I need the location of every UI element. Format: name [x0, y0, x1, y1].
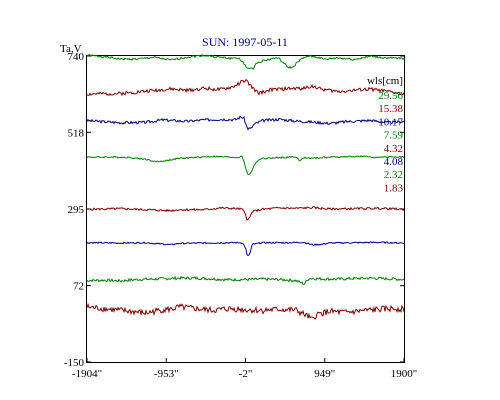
series-line [86, 155, 405, 176]
legend-title: wls[cm] [367, 75, 403, 87]
x-tick-label: 949" [314, 368, 335, 380]
series-line [86, 241, 405, 257]
x-tick-label: -2" [239, 368, 253, 380]
legend-entry: 7.59 [384, 130, 404, 142]
legend-entry: 10.17 [378, 116, 403, 128]
series-line [86, 206, 405, 221]
y-tick-label: 295 [68, 204, 85, 216]
x-tick-label: -1904" [72, 368, 102, 380]
series-line [86, 115, 405, 131]
legend-entry: 4.08 [384, 156, 404, 168]
series-line [86, 78, 405, 97]
y-tick-label: 740 [68, 51, 85, 63]
y-tick-label: -150 [64, 357, 85, 369]
series-line [86, 302, 405, 320]
legend-entry: 15.38 [378, 103, 403, 115]
legend-entry: 2.32 [384, 169, 403, 181]
legend-entry: 4.32 [384, 143, 403, 155]
x-tick-label: 1900" [391, 368, 418, 380]
ticks-layer: 740 518 295 72 -150-1904" -953" -2" 949" 1900" [64, 51, 417, 380]
series-line [86, 275, 405, 285]
chart-title: SUN: 1997-05-11 [202, 35, 288, 49]
legend-entry: 1.83 [384, 182, 404, 194]
legend-entry: 29.56 [378, 90, 403, 102]
series-layer [86, 53, 405, 320]
plot-frame [86, 55, 405, 363]
y-axis-label: Ta,V [60, 43, 82, 55]
y-tick-label: 72 [73, 281, 84, 293]
x-tick-label: -953" [154, 368, 179, 380]
series-line [86, 53, 405, 70]
y-tick-label: 518 [68, 127, 85, 139]
